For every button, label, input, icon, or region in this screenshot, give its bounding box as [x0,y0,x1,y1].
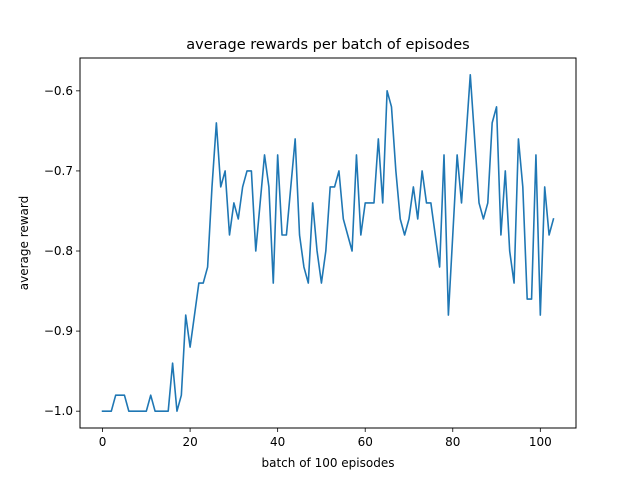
x-tick-label: 100 [529,435,552,449]
x-axis-label: batch of 100 episodes [262,456,395,470]
x-axis: 0 20 40 60 80 100 [99,428,552,449]
y-tick-label: −0.8 [44,244,73,258]
chart-title: average rewards per batch of episodes [186,37,469,53]
y-tick-label: −0.7 [44,164,73,178]
plot-area [79,57,577,429]
y-tick-label: −0.6 [44,84,73,98]
x-tick-label: 60 [358,435,373,449]
x-tick-label: 0 [99,435,107,449]
x-tick-label: 80 [445,435,460,449]
y-axis: −1.0 −0.9 −0.8 −0.7 −0.6 [44,84,80,418]
series-line [101,74,555,412]
y-tick-label: −0.9 [44,324,73,338]
series-layer [101,74,555,412]
plot-frame [79,57,577,429]
x-tick-label: 40 [270,435,285,449]
y-axis-label: average reward [17,196,31,291]
y-tick-label: −1.0 [44,404,73,418]
x-tick-label: 20 [182,435,197,449]
plot-background [80,58,576,428]
